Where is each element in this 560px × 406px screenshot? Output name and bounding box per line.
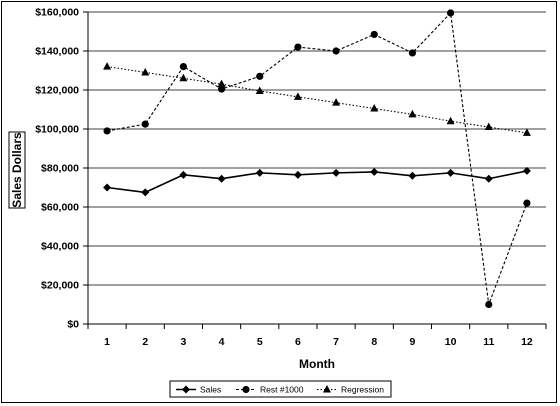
x-tick-label: 1 <box>104 336 110 348</box>
data-point-rest-1000 <box>179 63 188 71</box>
legend-swatch-marker <box>323 385 331 393</box>
data-point-rest-1000 <box>256 72 264 80</box>
gridlines <box>88 11 546 286</box>
legend-label: Sales <box>200 385 221 395</box>
y-tick-label: $160,000 <box>35 7 79 19</box>
y-tick-label: $80,000 <box>41 163 79 175</box>
data-point-sales <box>522 166 531 175</box>
x-tick-labels: 1 2 3 4 5 6 7 8 9 10 11 12 <box>104 336 533 348</box>
y-tick-label: $0 <box>67 319 79 331</box>
x-tick-label: 7 <box>333 336 339 348</box>
data-point-sales <box>179 170 188 179</box>
series-line-regression <box>107 66 528 134</box>
data-point-regression <box>446 116 455 125</box>
data-point-regression <box>370 104 379 112</box>
x-tick-label: 4 <box>219 336 225 348</box>
x-axis-title: Month <box>299 357 335 371</box>
x-tick-label: 6 <box>295 336 301 348</box>
data-point-sales <box>446 168 455 177</box>
data-point-sales <box>255 168 264 177</box>
data-point-regression <box>255 86 264 94</box>
y-tick-label: $140,000 <box>35 46 79 58</box>
series-line-rest-1000 <box>106 11 528 305</box>
data-point-regression <box>103 62 112 70</box>
x-tick-label: 11 <box>483 336 494 348</box>
y-axis-title: Sales Dollars <box>10 132 24 208</box>
data-point-regression <box>179 73 188 82</box>
y-tick-label: $40,000 <box>41 241 79 253</box>
x-tick-label: 8 <box>371 336 377 348</box>
data-point-sales <box>484 174 493 183</box>
legend-swatch-marker <box>242 385 250 394</box>
data-point-sales <box>141 188 150 197</box>
data-point-rest-1000 <box>103 127 111 135</box>
y-tick-label: $20,000 <box>41 280 79 292</box>
data-point-sales <box>408 171 417 180</box>
x-tick-label: 3 <box>180 336 186 348</box>
data-point-regression <box>522 128 531 136</box>
series-rest-1000 <box>103 9 531 309</box>
legend-box <box>169 380 392 398</box>
x-tick-label: 9 <box>409 336 415 348</box>
data-point-regression <box>217 79 226 88</box>
x-tick-label: 2 <box>142 336 148 348</box>
series-group <box>103 9 531 309</box>
x-tick-label: 10 <box>445 336 457 348</box>
legend-item-regression: Regression <box>317 385 384 395</box>
data-point-regression <box>332 98 341 106</box>
x-tick-label: 12 <box>521 336 533 348</box>
data-point-rest-1000 <box>332 47 340 55</box>
data-point-rest-1000 <box>370 30 378 39</box>
data-point-regression <box>408 109 417 118</box>
series-sales <box>103 166 531 197</box>
data-point-rest-1000 <box>217 85 226 93</box>
y-tick-labels: $0 $20,000 $40,000 $60,000 $80,000 $100,000 $1… <box>35 7 79 331</box>
data-point-regression <box>484 122 493 131</box>
data-point-rest-1000 <box>485 300 493 309</box>
legend-label: Regression <box>341 385 384 395</box>
data-point-sales <box>370 167 379 176</box>
y-axis-title-box: Sales Dollars <box>8 131 26 209</box>
data-point-sales <box>293 170 302 179</box>
data-point-sales <box>103 183 112 192</box>
data-point-rest-1000 <box>294 43 302 51</box>
data-point-regression <box>141 67 150 76</box>
legend: Sales Rest #1000 Regression <box>169 380 392 398</box>
y-tick-label: $100,000 <box>35 124 79 136</box>
data-point-rest-1000 <box>523 199 531 207</box>
series-regression <box>103 62 531 136</box>
y-tick-label: $60,000 <box>41 202 79 214</box>
legend-swatch-marker <box>182 385 190 394</box>
series-line-sales <box>106 170 528 194</box>
y-axis-title-border <box>8 131 26 209</box>
x-tick-label: 5 <box>257 336 263 348</box>
data-point-sales <box>217 174 226 183</box>
data-point-regression <box>293 92 302 100</box>
data-point-rest-1000 <box>141 120 149 128</box>
legend-label: Rest #1000 <box>260 385 304 395</box>
legend-item-rest-1000: Rest #1000 <box>236 385 304 395</box>
data-point-sales <box>332 168 341 177</box>
axes <box>83 11 547 329</box>
data-point-rest-1000 <box>408 49 417 57</box>
y-tick-label: $120,000 <box>35 85 79 97</box>
data-point-rest-1000 <box>446 9 455 17</box>
legend-item-sales: Sales <box>176 385 221 395</box>
